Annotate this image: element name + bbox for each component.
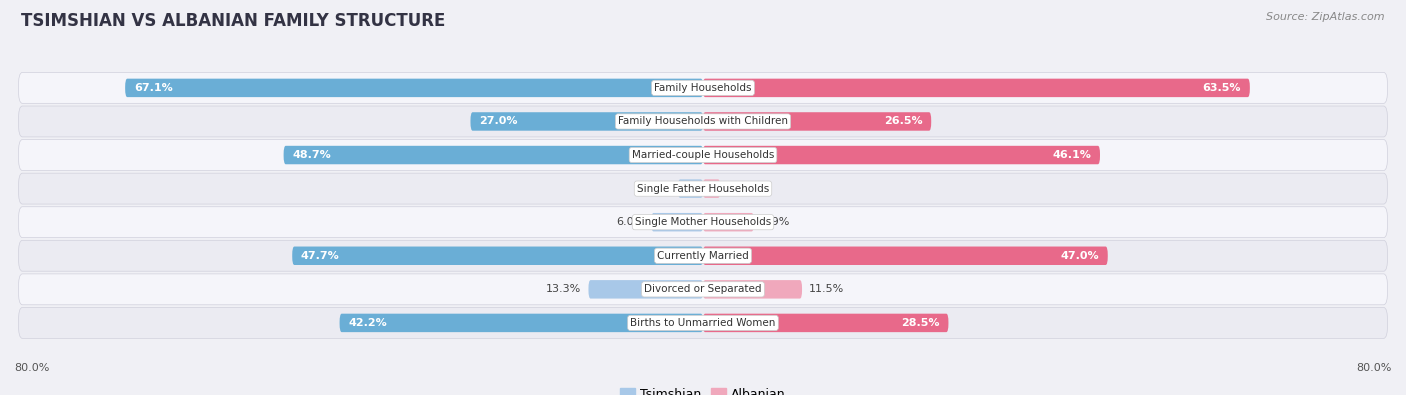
Text: Single Mother Households: Single Mother Households xyxy=(636,217,770,227)
FancyBboxPatch shape xyxy=(292,246,703,265)
Text: Currently Married: Currently Married xyxy=(657,251,749,261)
FancyBboxPatch shape xyxy=(18,240,1388,271)
FancyBboxPatch shape xyxy=(703,280,801,299)
Text: Family Households with Children: Family Households with Children xyxy=(619,117,787,126)
FancyBboxPatch shape xyxy=(18,307,1388,339)
Text: Divorced or Separated: Divorced or Separated xyxy=(644,284,762,294)
Text: 13.3%: 13.3% xyxy=(547,284,582,294)
Text: 47.7%: 47.7% xyxy=(301,251,340,261)
FancyBboxPatch shape xyxy=(18,106,1388,137)
FancyBboxPatch shape xyxy=(18,139,1388,171)
FancyBboxPatch shape xyxy=(18,207,1388,238)
FancyBboxPatch shape xyxy=(703,314,949,332)
FancyBboxPatch shape xyxy=(703,112,931,131)
FancyBboxPatch shape xyxy=(703,213,754,231)
FancyBboxPatch shape xyxy=(703,179,720,198)
Text: Births to Unmarried Women: Births to Unmarried Women xyxy=(630,318,776,328)
Legend: Tsimshian, Albanian: Tsimshian, Albanian xyxy=(620,387,786,395)
Text: 63.5%: 63.5% xyxy=(1202,83,1241,93)
FancyBboxPatch shape xyxy=(125,79,703,97)
Text: 26.5%: 26.5% xyxy=(884,117,922,126)
Text: Single Father Households: Single Father Households xyxy=(637,184,769,194)
Text: 80.0%: 80.0% xyxy=(1357,363,1392,373)
FancyBboxPatch shape xyxy=(18,72,1388,103)
FancyBboxPatch shape xyxy=(703,79,1250,97)
FancyBboxPatch shape xyxy=(703,146,1099,164)
Text: 48.7%: 48.7% xyxy=(292,150,330,160)
Text: 47.0%: 47.0% xyxy=(1060,251,1099,261)
Text: 5.9%: 5.9% xyxy=(761,217,789,227)
FancyBboxPatch shape xyxy=(589,280,703,299)
Text: 80.0%: 80.0% xyxy=(14,363,49,373)
Text: 2.0%: 2.0% xyxy=(727,184,755,194)
FancyBboxPatch shape xyxy=(703,246,1108,265)
Text: 27.0%: 27.0% xyxy=(479,117,517,126)
FancyBboxPatch shape xyxy=(18,274,1388,305)
Text: TSIMSHIAN VS ALBANIAN FAMILY STRUCTURE: TSIMSHIAN VS ALBANIAN FAMILY STRUCTURE xyxy=(21,12,446,30)
Text: 6.0%: 6.0% xyxy=(616,217,644,227)
Text: 2.9%: 2.9% xyxy=(643,184,671,194)
Text: 42.2%: 42.2% xyxy=(349,318,387,328)
Text: 67.1%: 67.1% xyxy=(134,83,173,93)
FancyBboxPatch shape xyxy=(284,146,703,164)
Text: Source: ZipAtlas.com: Source: ZipAtlas.com xyxy=(1267,12,1385,22)
Text: 28.5%: 28.5% xyxy=(901,318,939,328)
Text: Family Households: Family Households xyxy=(654,83,752,93)
Text: 11.5%: 11.5% xyxy=(808,284,844,294)
FancyBboxPatch shape xyxy=(471,112,703,131)
Text: 46.1%: 46.1% xyxy=(1053,150,1091,160)
FancyBboxPatch shape xyxy=(18,173,1388,204)
FancyBboxPatch shape xyxy=(651,213,703,231)
Text: Married-couple Households: Married-couple Households xyxy=(631,150,775,160)
FancyBboxPatch shape xyxy=(340,314,703,332)
FancyBboxPatch shape xyxy=(678,179,703,198)
